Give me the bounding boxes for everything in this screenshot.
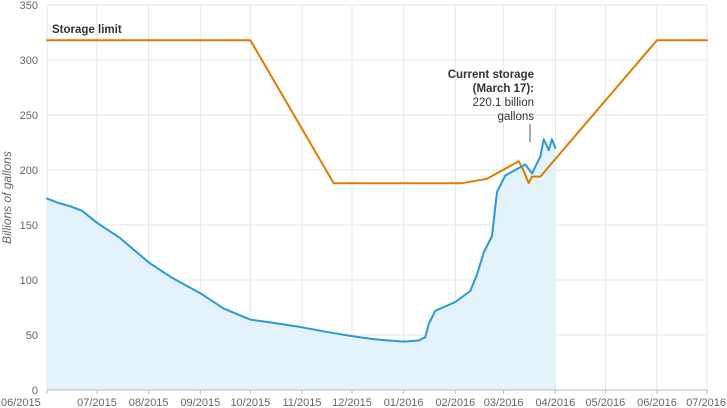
y-tick-label: 0 <box>32 385 38 397</box>
current-storage-date: (March 17): <box>473 83 534 95</box>
annotations: Storage limit Current storage (March 17)… <box>52 24 534 142</box>
storage-limit-label: Storage limit <box>52 24 122 36</box>
x-tick-label: 03/2016 <box>484 397 524 408</box>
y-axis-title: Billions of gallons <box>0 151 14 244</box>
y-tick-label: 200 <box>20 165 38 177</box>
x-tick-label: 05/2016 <box>585 397 625 408</box>
x-tick-label: 04/2016 <box>535 397 575 408</box>
current-storage-line <box>46 138 557 343</box>
storage-limit-line <box>46 39 708 185</box>
y-tick-label: 300 <box>20 55 38 67</box>
x-tick-label: 12/2015 <box>332 397 372 408</box>
x-tick-label: 08/2015 <box>129 397 169 408</box>
y-tick-label: 250 <box>20 110 38 122</box>
grid-lines <box>46 4 708 390</box>
x-tick-label: 07/2015 <box>77 397 117 408</box>
y-tick-label: 350 <box>20 0 38 12</box>
current-storage-value: 220.1 billion <box>473 97 534 109</box>
current-storage-unit: gallons <box>498 111 535 123</box>
x-tick-label: 09/2015 <box>180 397 220 408</box>
y-tick-label: 150 <box>20 220 38 232</box>
x-tick-label: 11/2015 <box>283 397 322 408</box>
y-tick-label: 50 <box>26 330 38 342</box>
current-storage-title: Current storage <box>448 69 534 81</box>
x-tick-label: 06/2016 <box>637 397 677 408</box>
x-tick-label: 02/2016 <box>435 397 475 408</box>
x-tick-label: 10/2015 <box>230 397 270 408</box>
x-tick-label: 01/2016 <box>384 397 424 408</box>
y-tick-label: 100 <box>20 275 38 287</box>
x-tick-label: 06/2015 <box>1 397 41 408</box>
series-lines <box>46 39 708 343</box>
x-tick-label: 07/2016 <box>686 397 726 408</box>
